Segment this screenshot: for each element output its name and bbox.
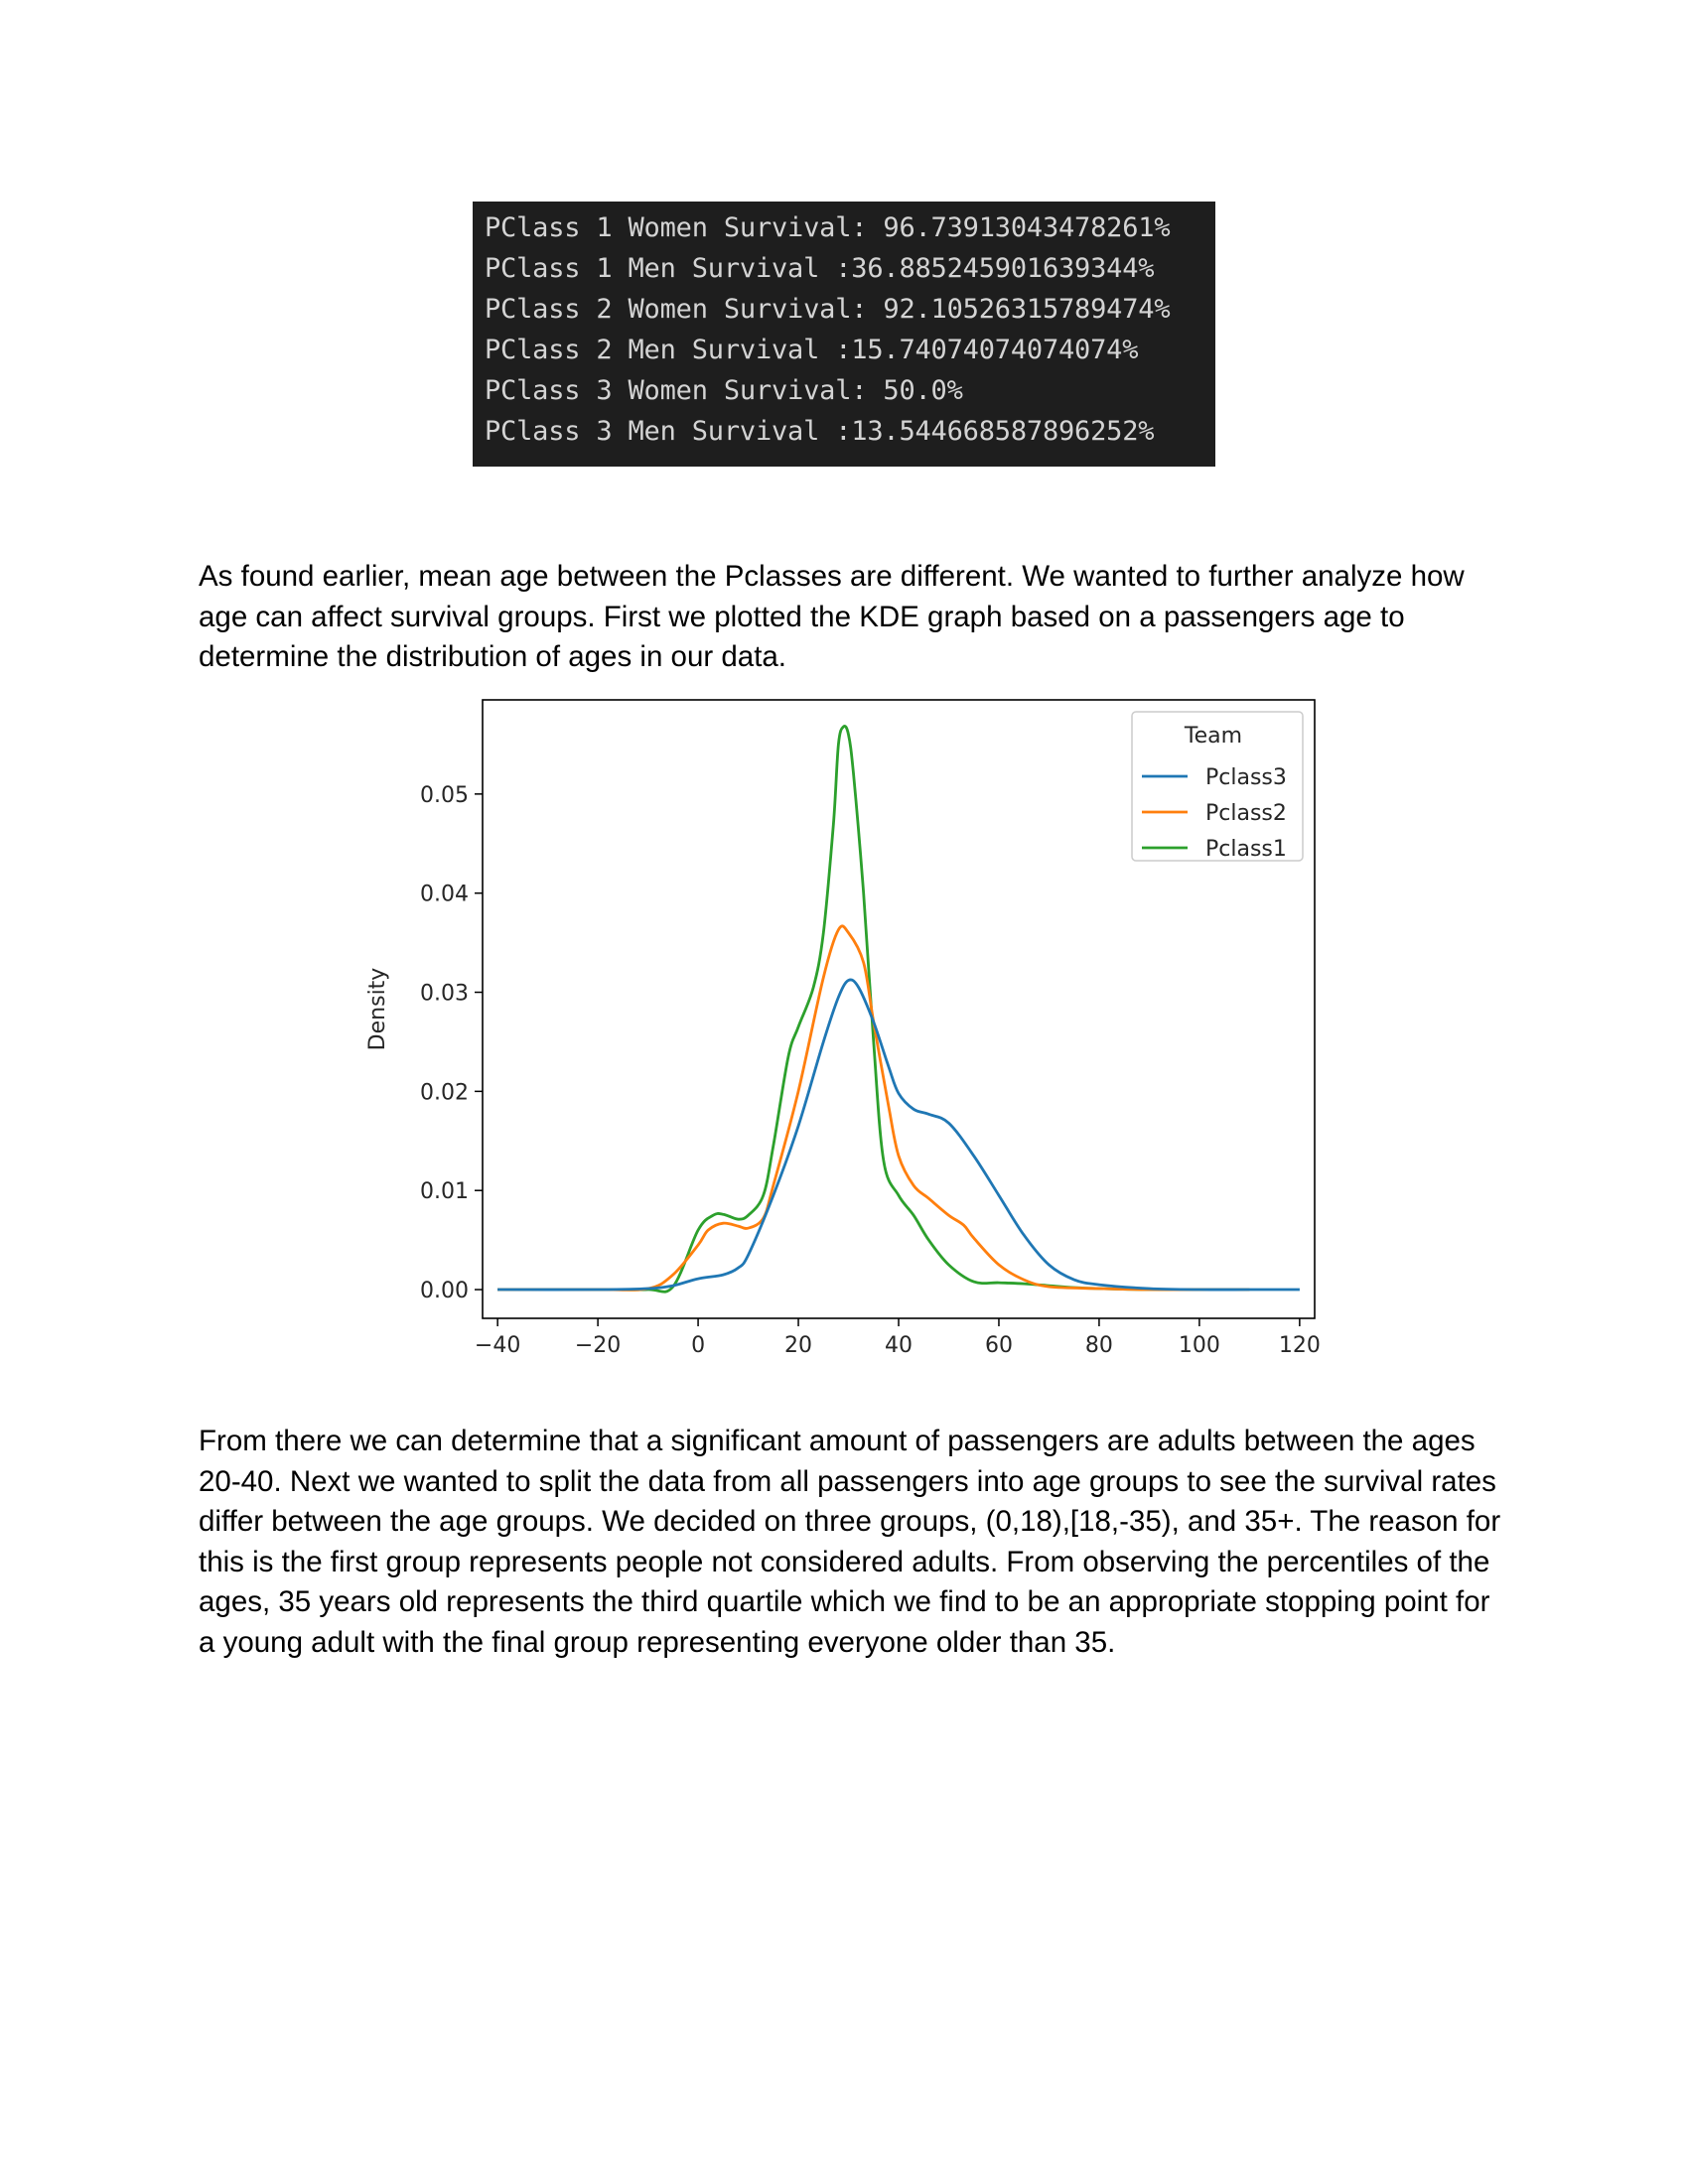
x-tick-label: −20 (575, 1333, 621, 1358)
legend-label-pclass2: Pclass2 (1205, 801, 1287, 826)
x-tick-label: 60 (985, 1333, 1013, 1358)
legend-title: Team (1184, 724, 1242, 749)
y-tick-label: 0.03 (420, 982, 469, 1007)
y-tick-label: 0.01 (420, 1179, 469, 1204)
console-line: PClass 3 Women Survival: 50.0% (485, 375, 963, 406)
x-tick-label: 80 (1085, 1333, 1113, 1358)
y-tick-label: 0.00 (420, 1279, 469, 1303)
console-line: PClass 1 Men Survival :36.88524590163934… (485, 253, 1155, 284)
console-line: PClass 2 Men Survival :15.74074074074074… (485, 335, 1139, 365)
y-axis-label: Density (365, 968, 390, 1051)
console-line: PClass 3 Men Survival :13.54466858789625… (485, 416, 1155, 447)
x-tick-label: 100 (1179, 1333, 1220, 1358)
x-tick-label: 20 (784, 1333, 812, 1358)
x-tick-label: 0 (691, 1333, 705, 1358)
console-line: PClass 2 Women Survival: 92.105263157894… (485, 294, 1171, 325)
y-tick-label: 0.02 (420, 1080, 469, 1105)
y-tick-label: 0.04 (420, 883, 469, 907)
paragraph-intro: As found earlier, mean age between the P… (199, 560, 1465, 673)
legend-label-pclass1: Pclass1 (1205, 837, 1287, 862)
console-line: PClass 1 Women Survival: 96.739130434782… (485, 212, 1171, 243)
series-line-pclass1 (497, 725, 1250, 1294)
series-line-pclass3 (497, 978, 1300, 1292)
x-tick-label: 120 (1279, 1333, 1321, 1358)
x-tick-label: 40 (885, 1333, 913, 1358)
y-tick-label: 0.05 (420, 783, 469, 808)
legend-label-pclass3: Pclass3 (1205, 765, 1287, 790)
console-output: PClass 1 Women Survival: 96.739130434782… (473, 202, 1215, 467)
kde-chart: −40 −20 0 20 40 60 80 100 120 0.00 0.01 0.02 0.03 0.0… (365, 699, 1321, 1358)
series-line-pclass2 (497, 924, 1250, 1292)
paragraph-analysis: From there we can determine that a signi… (199, 1425, 1501, 1659)
legend-box (1131, 711, 1304, 862)
x-tick-label: −40 (475, 1333, 520, 1358)
